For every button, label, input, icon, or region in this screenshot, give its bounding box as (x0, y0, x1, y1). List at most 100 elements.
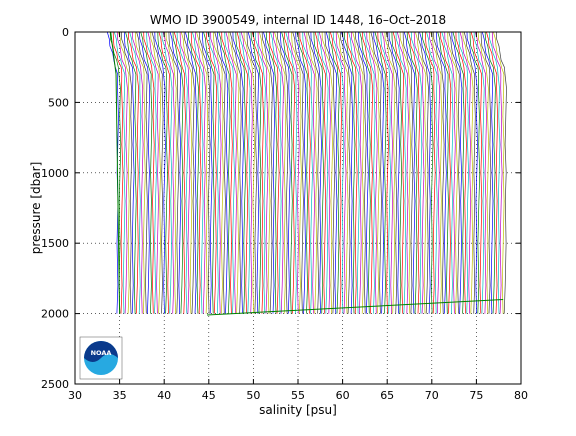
salinity-profile (281, 31, 293, 314)
salinity-profile (303, 31, 315, 314)
salinity-profile (263, 31, 275, 314)
salinity-profile (296, 31, 309, 314)
salinity-profile (150, 31, 162, 314)
salinity-profile (385, 31, 398, 314)
salinity-profile (214, 31, 226, 314)
salinity-profile (317, 31, 329, 314)
salinity-profile (172, 31, 184, 314)
x-tick-label: 80 (514, 389, 528, 402)
salinity-profile (270, 31, 282, 314)
salinity-profile (247, 31, 260, 314)
salinity-profile (280, 31, 291, 314)
y-tick-label: 500 (48, 96, 69, 109)
salinity-profile (161, 31, 173, 314)
salinity-profile (377, 31, 389, 314)
salinity-profile (402, 31, 414, 314)
salinity-profile (374, 31, 387, 314)
salinity-profile (344, 31, 356, 314)
salinity-profile (437, 31, 449, 314)
salinity-profile (190, 31, 202, 314)
salinity-profile (384, 31, 396, 314)
salinity-profile (459, 31, 472, 314)
salinity-profile (440, 31, 452, 314)
salinity-profile (121, 31, 133, 314)
salinity-profile (302, 31, 313, 314)
salinity-profile (257, 31, 269, 314)
salinity-profile (173, 31, 186, 314)
salinity-profile (240, 31, 253, 314)
salinity-profile (473, 31, 485, 314)
salinity-profile (192, 31, 204, 314)
salinity-profile (321, 31, 333, 314)
salinity-profile (348, 31, 360, 314)
salinity-profile (458, 31, 469, 314)
salinity-profile (429, 31, 440, 314)
salinity-profile (254, 31, 267, 314)
salinity-profile (140, 31, 153, 314)
x-tick-label: 55 (291, 389, 305, 402)
salinity-profile (430, 31, 443, 314)
y-tick-label: 2000 (41, 308, 69, 321)
salinity-profile (388, 31, 400, 314)
salinity-profile (106, 31, 119, 314)
salinity-profile (288, 31, 300, 314)
salinity-profile (179, 31, 191, 314)
bottom-line (206, 299, 504, 316)
salinity-profile (213, 31, 224, 314)
x-tick-label: 60 (336, 389, 350, 402)
salinity-profile (318, 31, 331, 314)
salinity-profile (147, 31, 159, 314)
salinity-profile (359, 31, 371, 314)
salinity-profile (419, 31, 432, 314)
salinity-profile (488, 31, 501, 314)
y-tick-label: 1500 (41, 237, 69, 250)
salinity-profile (491, 31, 503, 314)
x-tick-label: 40 (157, 389, 171, 402)
y-tick-label: 2500 (41, 378, 69, 391)
salinity-profile (355, 31, 367, 314)
noaa-logo-text: NOAA (91, 349, 112, 357)
salinity-profile (135, 31, 146, 314)
salinity-profile (250, 31, 262, 314)
salinity-profile (373, 31, 385, 314)
salinity-profile (261, 31, 273, 314)
salinity-profile (426, 31, 438, 314)
salinity-profile (403, 31, 416, 314)
salinity-profile (462, 31, 474, 314)
y-tick-label: 1000 (41, 167, 69, 180)
salinity-profile (235, 31, 246, 314)
salinity-profile (477, 31, 490, 314)
salinity-profile (203, 31, 215, 314)
salinity-profile (232, 31, 244, 314)
y-tick-label: 0 (62, 26, 69, 39)
salinity-profile (436, 31, 447, 314)
salinity-profile (358, 31, 369, 314)
salinity-profile (463, 31, 476, 314)
salinity-profile (180, 31, 193, 314)
salinity-profile (184, 31, 197, 314)
salinity-profile (118, 31, 131, 314)
salinity-profile (194, 31, 206, 314)
salinity-profile (496, 31, 507, 314)
salinity-profile (169, 31, 182, 314)
y-axis: 0 500 1000 1500 2000 2500 (41, 26, 521, 391)
chart-title: WMO ID 3900549, internal ID 1448, 16–Oct… (150, 13, 446, 27)
salinity-profile (433, 31, 445, 314)
x-tick-label: 35 (113, 389, 127, 402)
salinity-profile (274, 31, 287, 314)
salinity-profile (451, 31, 463, 314)
salinity-profile (391, 31, 403, 314)
salinity-profile (228, 31, 240, 314)
salinity-profile (480, 31, 492, 314)
salinity-profile (470, 31, 483, 314)
salinity-profile (116, 31, 128, 314)
salinity-profile (277, 31, 289, 314)
salinity-profile (285, 31, 298, 314)
salinity-profile (413, 31, 425, 314)
salinity-profile (151, 31, 164, 314)
salinity-profile (363, 31, 376, 314)
salinity-profile (455, 31, 467, 314)
salinity-profile (299, 31, 311, 314)
salinity-profile (187, 31, 200, 314)
